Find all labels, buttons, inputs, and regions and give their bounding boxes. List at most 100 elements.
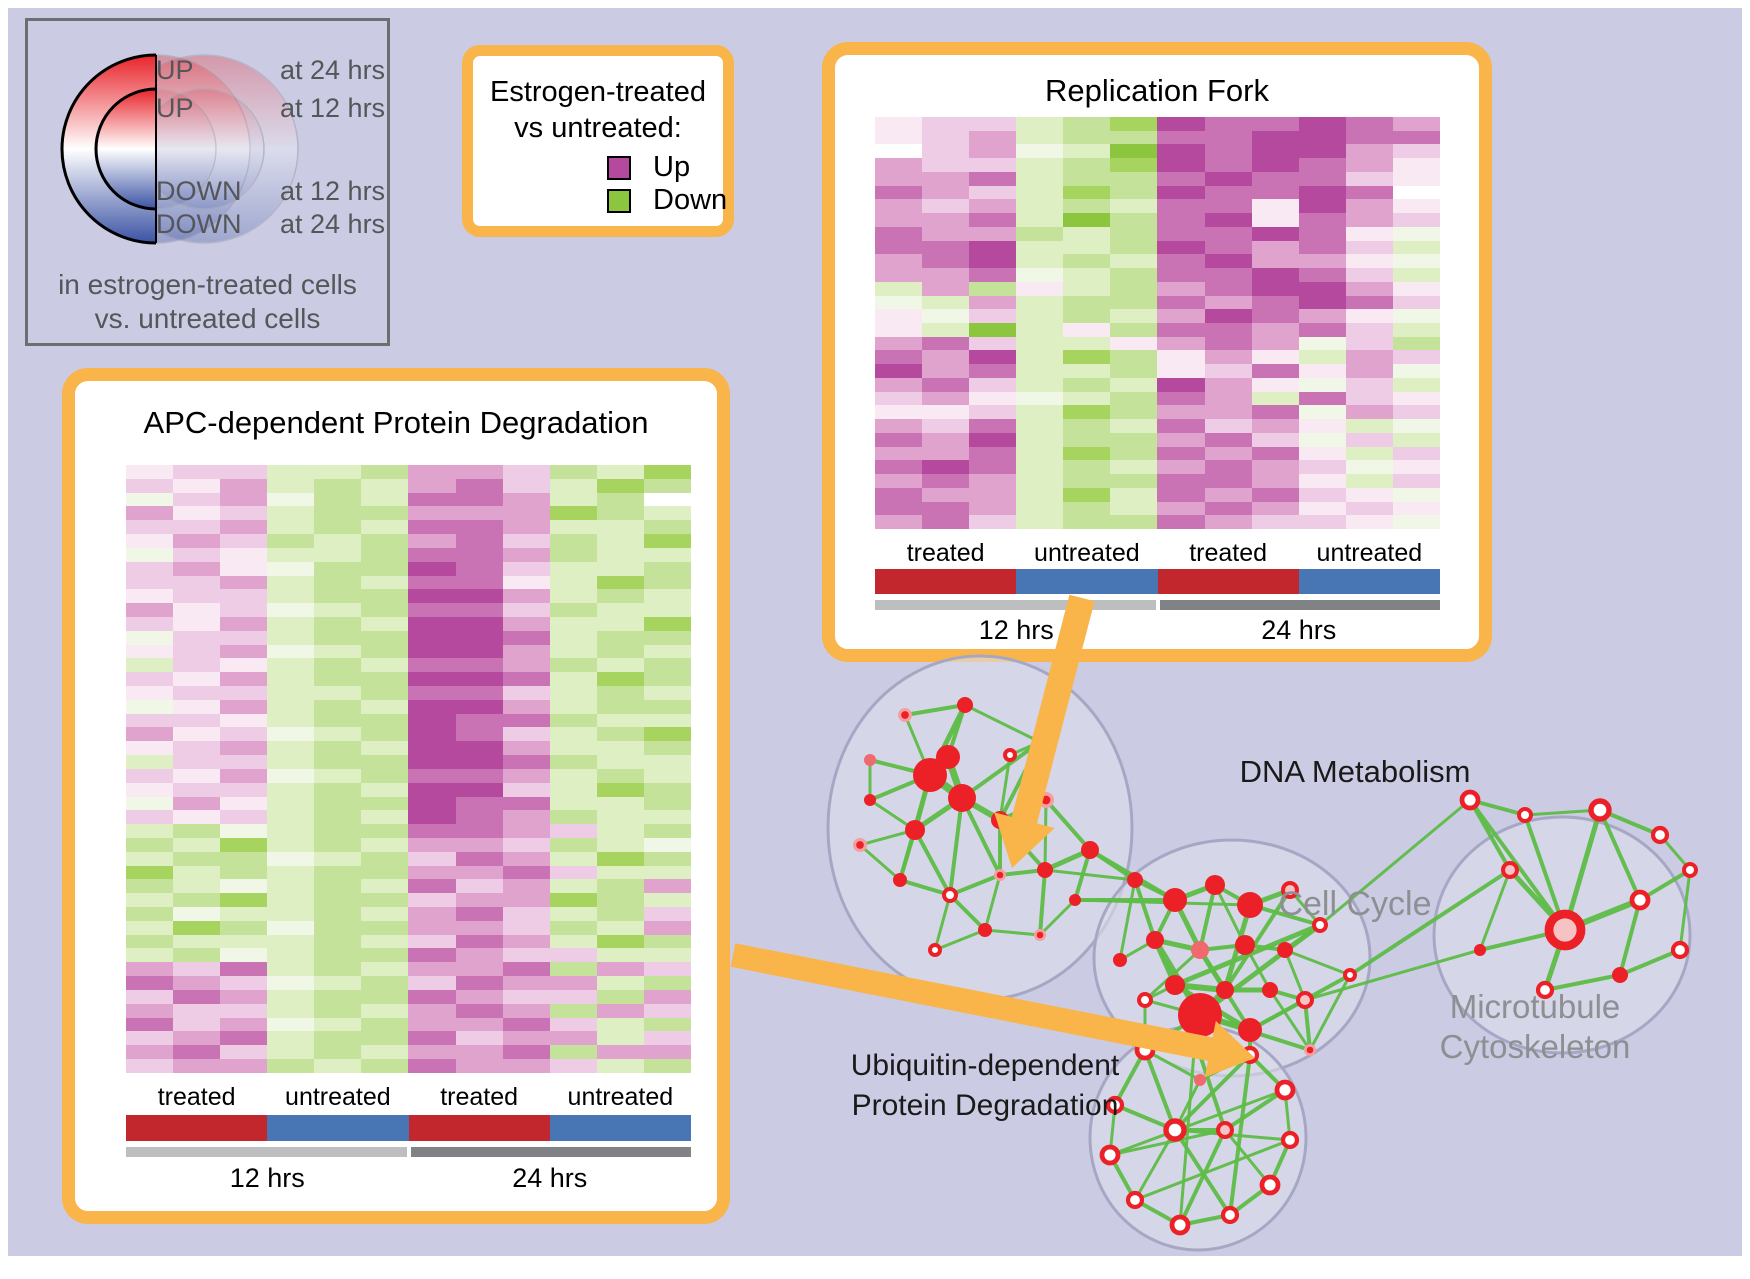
heatmap-cell xyxy=(1345,309,1393,324)
repfork-untreated-24-label: untreated xyxy=(1316,539,1423,567)
heatmap-cell xyxy=(502,962,550,977)
heatmap-cell xyxy=(173,989,221,1004)
heatmap-cell xyxy=(361,589,409,604)
heatmap-cell xyxy=(1298,254,1346,269)
heatmap-cell xyxy=(408,920,456,935)
heatmap-cell xyxy=(220,1058,268,1073)
heatmap-cell xyxy=(126,534,174,548)
heatmap-cell xyxy=(314,713,362,728)
heatmap-cell xyxy=(922,323,970,337)
heatmap-row xyxy=(126,824,691,838)
heatmap-cell xyxy=(1016,254,1064,269)
heatmap-cell xyxy=(220,699,268,714)
heatmap-cell xyxy=(502,1058,550,1073)
heatmap-cell xyxy=(455,810,503,825)
heatmap-cell xyxy=(173,893,221,907)
heatmap-cell xyxy=(502,547,550,562)
heatmap-cell xyxy=(502,534,550,548)
heatmap-cell xyxy=(1063,171,1111,186)
heatmap-row xyxy=(875,405,1440,420)
heatmap-cell xyxy=(267,934,315,949)
heatmap-cell xyxy=(455,920,503,935)
heatmap-cell xyxy=(969,254,1017,269)
heatmap-cell xyxy=(1016,130,1064,145)
heatmap-cell xyxy=(126,1017,174,1032)
heatmap-cell xyxy=(1298,474,1346,488)
heatmap-cell xyxy=(1157,185,1205,200)
heatmap-cell xyxy=(1110,309,1158,324)
heatmap-cell xyxy=(455,768,503,783)
heatmap-cell xyxy=(1345,336,1393,351)
heatmap-cell xyxy=(596,644,644,659)
heatmap-cell xyxy=(455,824,503,838)
heatmap-row xyxy=(126,561,691,576)
heatmap-cell xyxy=(1157,405,1205,420)
heatmap-cell xyxy=(549,699,597,714)
heatmap-cell xyxy=(220,727,268,742)
heatmap-cell xyxy=(173,865,221,880)
heatmap-cell xyxy=(1157,391,1205,406)
heatmap-cell xyxy=(1298,323,1346,337)
heatmap-cell xyxy=(643,1058,691,1073)
heatmap-cell xyxy=(596,727,644,742)
heatmap-cell xyxy=(502,907,550,921)
heatmap-cell xyxy=(549,1017,597,1032)
heatmap-cell xyxy=(643,713,691,728)
heatmap-cell xyxy=(1063,336,1111,351)
heatmap-cell xyxy=(875,130,923,145)
heatmap-cell xyxy=(922,281,970,296)
heatmap-cell xyxy=(314,534,362,548)
heatmap-cell xyxy=(267,492,315,507)
heatmap-cell xyxy=(502,837,550,852)
heatmap-cell xyxy=(314,768,362,783)
heatmap-cell xyxy=(361,575,409,590)
heatmap-cell xyxy=(922,295,970,310)
heatmap-cell xyxy=(408,520,456,535)
heatmap-cell xyxy=(549,589,597,604)
heatmap-cell xyxy=(408,837,456,852)
heatmap-cell xyxy=(220,1031,268,1046)
heatmap-cell xyxy=(922,501,970,516)
heatmap-cell xyxy=(502,727,550,742)
heatmap-cell xyxy=(875,419,923,433)
heatmap-cell xyxy=(1251,474,1299,488)
heatmap-cell xyxy=(1016,474,1064,488)
heatmap-cell xyxy=(126,1045,174,1059)
heatmap-cell xyxy=(1110,199,1158,214)
heatmap-cell xyxy=(969,295,1017,310)
heatmap-cell xyxy=(1110,281,1158,296)
heatmap-cell xyxy=(455,1017,503,1032)
heatmap-cell xyxy=(126,616,174,631)
heatmap-cell xyxy=(1345,281,1393,296)
heatmap-cell xyxy=(173,755,221,769)
heatmap-row xyxy=(875,309,1440,324)
heatmap-cell xyxy=(643,616,691,631)
heatmap-cell xyxy=(455,506,503,521)
repfork-24hrs-bar xyxy=(1159,600,1440,610)
heatmap-cell xyxy=(549,893,597,907)
heatmap-row xyxy=(875,240,1440,255)
heatmap-cell xyxy=(1063,515,1111,530)
heatmap-cell xyxy=(1204,117,1252,131)
heatmap-row xyxy=(126,879,691,894)
heatmap-cell xyxy=(1251,432,1299,447)
heatmap-cell xyxy=(549,561,597,576)
heatmap-cell xyxy=(220,506,268,521)
heatmap-cell xyxy=(1157,364,1205,378)
heatmap-cell xyxy=(1204,350,1252,365)
heatmap-cell xyxy=(596,616,644,631)
heatmap-cell xyxy=(1345,268,1393,282)
heatmap-cell xyxy=(126,492,174,507)
heatmap-cell xyxy=(922,515,970,530)
heatmap-cell xyxy=(1251,350,1299,365)
heatmap-cell xyxy=(126,782,174,797)
heatmap-cell xyxy=(361,755,409,769)
heatmap-cell xyxy=(314,547,362,562)
heatmap-row xyxy=(126,672,691,686)
heatmap-cell xyxy=(1298,199,1346,214)
heatmap-cell xyxy=(1016,515,1064,530)
heatmap-cell xyxy=(173,1017,221,1032)
heatmap-cell xyxy=(361,1031,409,1046)
heatmap-row xyxy=(126,547,691,562)
heatmap-cell xyxy=(502,741,550,756)
